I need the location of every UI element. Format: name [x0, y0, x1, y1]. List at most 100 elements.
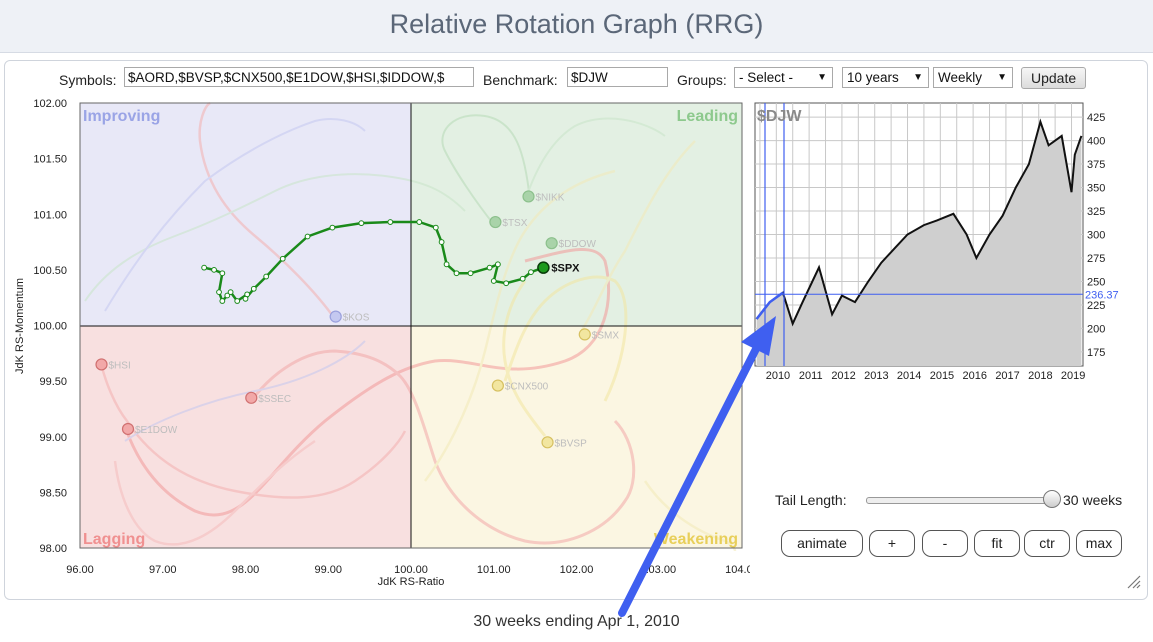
price-x-tick-label: 2015: [930, 370, 954, 382]
spx-tail-point: [528, 269, 534, 276]
price-chart: $DJW 2010 2011 2012 2013 2014 2015 2016 2017 201…: [754, 102, 1119, 382]
y-tick-label: 101.00: [33, 209, 67, 221]
spx-tail-point: [494, 261, 501, 268]
price-highlight-segment: [755, 291, 784, 320]
toolbar: Symbols: $AORD,$BVSP,$CNX500,$E1DOW,$HSI…: [5, 61, 1147, 97]
spx-tail-point: [216, 289, 222, 296]
tail-kos: [198, 101, 337, 320]
series-head-marker[interactable]: [121, 422, 135, 436]
spx-tail-point: [467, 270, 474, 277]
quadrant-lagging: [80, 326, 411, 548]
price-y-tick-label: 275: [1087, 253, 1105, 265]
rrg-panel: Symbols: $AORD,$BVSP,$CNX500,$E1DOW,$HSI…: [4, 60, 1148, 600]
update-button[interactable]: Update: [1021, 67, 1087, 89]
benchmark-label: Benchmark:: [483, 72, 558, 88]
max-button[interactable]: max: [1076, 530, 1122, 557]
spx-tail-point: [263, 273, 270, 280]
price-y-tick-label: 225: [1087, 300, 1105, 312]
series-head-marker[interactable]: [522, 190, 535, 203]
x-tick-label: 101.00: [477, 564, 511, 576]
spx-tail-point: [416, 219, 423, 225]
spx-tail-point: [219, 298, 226, 304]
price-line: [755, 118, 1083, 327]
spx-tail-point: [242, 295, 249, 302]
y-tick-label: 100.50: [33, 265, 67, 277]
tail-tsx: [441, 114, 531, 227]
spx-tail-point: [234, 298, 241, 304]
tail-length-value: 30 weeks: [1063, 492, 1123, 508]
price-y-tick-label: 375: [1087, 159, 1105, 171]
symbols-input[interactable]: $AORD,$BVSP,$CNX500,$E1DOW,$HSI,$IDDOW,$: [124, 67, 474, 87]
x-tick-label: 97.00: [149, 564, 177, 576]
spx-tail-point: [443, 261, 450, 268]
spx-tail-point: [279, 255, 286, 262]
tail-bvsp: [502, 280, 547, 437]
caption-text: 30 weeks ending Apr 1, 2010: [473, 613, 680, 630]
zoom-out-button[interactable]: -: [922, 530, 968, 557]
x-tick-label: 96.00: [66, 564, 94, 576]
tail-blue-lower: [124, 340, 366, 442]
series-head-marker[interactable]: [489, 215, 502, 229]
resize-grip-icon[interactable]: [1125, 573, 1141, 589]
chevron-down-icon: ▼: [913, 72, 923, 83]
series-head-label: $KOS: [343, 313, 370, 324]
spx-label: $SPX: [551, 263, 580, 275]
spx-tail-point: [438, 239, 445, 245]
x-axis-label: JdK RS-Ratio: [378, 576, 445, 588]
price-x-tick-label: 2012: [831, 370, 855, 382]
series-head-label: $BVSP: [555, 438, 588, 449]
price-y-tick-label: 425: [1087, 112, 1105, 124]
price-y-tick-label: 175: [1087, 347, 1105, 359]
price-y-tick-label: 250: [1087, 276, 1105, 288]
fit-button[interactable]: fit: [974, 530, 1020, 557]
series-head-marker[interactable]: [541, 436, 554, 449]
series-head-label: $E1DOW: [135, 425, 178, 436]
series-head-label: $CNX500: [505, 382, 549, 393]
quadrant-leading: [411, 103, 742, 326]
spx-tail: $SPX: [201, 219, 580, 304]
tail-smx: [578, 140, 696, 334]
spx-tail-point: [453, 270, 460, 277]
zoom-in-button[interactable]: +: [869, 530, 915, 557]
y-tick-label: 100.00: [33, 321, 67, 333]
quadrant-label-leading: Leading: [677, 108, 738, 125]
spx-tail-point: [490, 278, 497, 284]
chevron-down-icon: ▼: [817, 72, 827, 83]
tail-e1dow: [123, 247, 611, 517]
groups-select[interactable]: - Select - ▼: [734, 67, 833, 88]
quadrant-label-improving: Improving: [83, 108, 160, 125]
animate-button[interactable]: animate: [781, 530, 863, 557]
series-head-marker[interactable]: [491, 379, 504, 392]
frequency-select[interactable]: Weekly ▼: [933, 67, 1013, 88]
spx-tail-point: [250, 285, 257, 292]
spx-head-marker[interactable]: [537, 261, 550, 274]
center-button[interactable]: ctr: [1024, 530, 1070, 557]
tail-length-slider[interactable]: [866, 497, 1054, 504]
spx-tail-point: [519, 275, 526, 282]
benchmark-input[interactable]: $DJW: [567, 67, 668, 87]
tail-hsi: [99, 362, 407, 499]
series-head-label: $SMX: [592, 330, 620, 341]
series-head-label: $NIKK: [536, 192, 565, 203]
price-x-tick-label: 2011: [799, 370, 823, 382]
tail-lagging-loop: [113, 439, 316, 546]
spx-tail-point: [387, 219, 394, 225]
series-head-marker[interactable]: [245, 391, 258, 404]
chevron-down-icon: ▼: [997, 72, 1007, 83]
series-head-marker[interactable]: [329, 310, 342, 323]
period-select[interactable]: 10 years ▼: [842, 67, 929, 88]
y-tick-label: 99.00: [39, 432, 67, 444]
price-y-tick-label: 350: [1087, 183, 1105, 195]
series-head-marker[interactable]: [95, 358, 108, 371]
tail-improving-blue: [104, 118, 366, 312]
spx-tail-point: [503, 280, 510, 287]
quadrant-improving: [80, 103, 411, 326]
tail-length-slider-handle[interactable]: [1043, 490, 1061, 508]
series-head-marker[interactable]: [578, 328, 591, 341]
series-heads: $NIKK $TSX $DDOW $SMX $CNX500 $BVSP $KOS $HSI $S…: [95, 190, 620, 449]
series-head-marker[interactable]: [545, 237, 558, 250]
price-y-tick-label: 325: [1087, 206, 1105, 218]
spx-tail-point: [329, 224, 336, 231]
price-x-tick-label: 2019: [1061, 370, 1085, 382]
page-title: Relative Rotation Graph (RRG): [389, 9, 764, 39]
